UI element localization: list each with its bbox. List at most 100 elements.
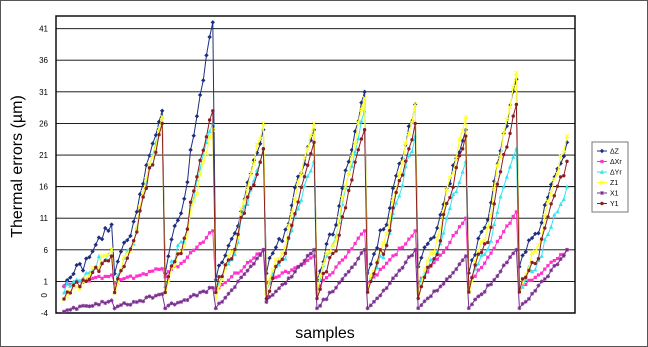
point-ΔXr: [546, 264, 550, 268]
point-Z1: [352, 141, 358, 146]
point-Y1: [372, 272, 376, 276]
point-X1: [213, 306, 218, 311]
point-X1: [289, 274, 294, 279]
point-Z1: [340, 195, 345, 201]
point-ΔZ: [378, 228, 383, 233]
point-ΔXr: [511, 214, 515, 219]
point-Y1: [302, 174, 307, 179]
point-Z1: [134, 226, 140, 231]
point-Y1: [233, 247, 237, 252]
point-ΔZ: [526, 238, 532, 243]
point-ΔXr: [454, 230, 458, 235]
point-ΔYr: [545, 232, 551, 237]
point-X1: [444, 277, 449, 282]
point-X1: [96, 302, 101, 307]
point-Z1: [121, 254, 127, 260]
point-Y1: [495, 182, 500, 186]
point-Y1: [239, 215, 243, 220]
point-X1: [349, 265, 354, 270]
point-ΔZ: [542, 202, 547, 208]
legend-label-Z1: Z1: [610, 180, 618, 187]
point-X1: [539, 279, 544, 284]
point-Y1: [520, 277, 525, 281]
point-Y1: [454, 165, 458, 170]
point-Y1: [331, 251, 335, 256]
point-Z1: [447, 175, 453, 181]
point-X1: [561, 253, 566, 258]
point-ΔXr: [188, 251, 193, 255]
point-ΔXr: [337, 261, 341, 265]
point-ΔXr: [71, 281, 76, 285]
point-Y1: [274, 264, 278, 269]
point-ΔZ: [144, 162, 149, 168]
point-Y1: [467, 290, 471, 294]
point-X1: [438, 284, 443, 289]
point-ΔYr: [539, 253, 544, 258]
point-Y1: [185, 227, 190, 231]
point-X1: [378, 293, 383, 298]
point-ΔYr: [299, 197, 304, 202]
point-Y1: [252, 183, 256, 187]
point-X1: [330, 289, 335, 294]
point-ΔYr: [308, 168, 313, 173]
point-X1: [103, 301, 108, 306]
point-ΔXr: [331, 271, 335, 275]
point-Z1: [551, 176, 557, 182]
point-Y1: [546, 215, 550, 219]
point-ΔXr: [220, 283, 224, 287]
point-ΔYr: [74, 277, 79, 282]
point-ΔXr: [252, 256, 256, 260]
point-ΔXr: [306, 258, 310, 262]
point-ΔYr: [356, 136, 361, 141]
legend-box: [591, 141, 629, 213]
point-Y1: [169, 264, 174, 268]
point-Y1: [486, 240, 490, 245]
point-ΔYr: [561, 196, 566, 201]
point-Z1: [251, 161, 257, 167]
point-ΔYr: [501, 184, 506, 189]
point-ΔZ: [485, 217, 491, 223]
point-X1: [498, 269, 503, 274]
point-X1: [435, 288, 440, 293]
point-X1: [84, 303, 89, 308]
point-Y1: [236, 232, 240, 237]
point-Y1: [435, 252, 439, 257]
point-X1: [517, 306, 522, 311]
point-ΔZ: [393, 173, 399, 178]
point-ΔXr: [125, 275, 129, 279]
point-Y1: [223, 263, 228, 267]
point-ΔXr: [283, 269, 288, 273]
point-ΔXr: [192, 248, 196, 252]
point-Z1: [498, 154, 503, 160]
point-Y1: [154, 150, 158, 154]
point-ΔXr: [498, 235, 503, 239]
point-ΔZ: [140, 181, 146, 186]
point-X1: [207, 285, 212, 290]
point-ΔZ: [340, 186, 345, 191]
point-Y1: [451, 185, 455, 189]
point-ΔXr: [543, 267, 547, 271]
point-ΔXr: [441, 250, 446, 254]
point-ΔYr: [359, 118, 364, 123]
point-Z1: [400, 160, 405, 166]
point-ΔZ: [121, 240, 127, 245]
point-X1: [381, 288, 386, 293]
point-ΔXr: [160, 267, 164, 271]
point-ΔYr: [61, 290, 67, 295]
point-ΔXr: [435, 257, 439, 261]
point-ΔXr: [394, 253, 398, 257]
point-Y1: [470, 276, 474, 280]
point-Y1: [106, 259, 111, 263]
point-ΔXr: [233, 271, 237, 275]
point-ΔXr: [432, 260, 436, 265]
point-ΔZ: [178, 211, 184, 216]
point-X1: [273, 289, 278, 294]
point-ΔYr: [77, 278, 82, 283]
point-Z1: [422, 267, 427, 272]
point-ΔXr: [176, 265, 180, 269]
point-ΔZ: [371, 251, 377, 257]
point-ΔZ: [115, 259, 120, 264]
point-ΔXr: [461, 221, 465, 225]
point-X1: [210, 285, 215, 290]
y-tick-label: 41: [39, 25, 48, 34]
